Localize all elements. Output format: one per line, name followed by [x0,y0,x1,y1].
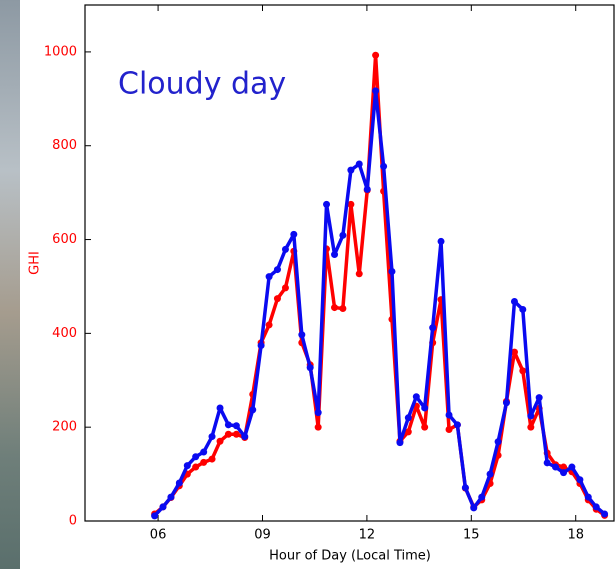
series-point [412,393,420,401]
series-point [502,399,510,407]
series-point [232,422,240,430]
series-point [363,185,371,193]
series-point [200,458,208,466]
annotation: Cloudy day [118,67,286,102]
series-point [175,479,183,487]
series-point [208,433,216,441]
series-point [347,166,355,174]
series-point [380,162,388,170]
series-point [355,160,363,168]
series-point [323,200,331,208]
series-point [183,462,191,470]
series-point [281,245,289,253]
series-point [421,423,429,431]
series-point [355,270,363,278]
series-point [372,87,380,95]
series-point [510,348,518,356]
series-point [273,266,281,274]
series-point [200,448,208,456]
series-point [453,421,461,429]
series-point [560,469,568,477]
series-point [560,463,568,471]
series-point [478,493,486,501]
series-point [445,411,453,419]
series-point [404,414,412,422]
series-point [298,331,306,339]
series-point [331,304,339,312]
y-tick-label: 400 [52,326,77,341]
series-point [445,426,453,434]
series-point [265,273,273,281]
series-point [331,251,339,259]
photo-strip [0,0,20,569]
series-point [372,51,380,59]
series-point [486,470,494,478]
plot-frame [84,4,615,522]
series-point [314,409,322,417]
series-point [273,295,281,303]
series-point [421,404,429,412]
series-point [249,406,257,414]
series-point [159,503,167,511]
series-point [232,430,240,438]
x-tick-label: 09 [254,528,271,543]
series-point [584,493,592,501]
y-axis-label: GHI [28,251,43,275]
series-point [429,324,437,332]
series-point [396,439,404,447]
series-point [216,437,224,445]
series-point [543,459,551,467]
series-point [306,364,314,372]
series-point [216,404,224,412]
x-tick-label: 15 [463,528,480,543]
x-tick-label: 12 [359,528,376,543]
series-point [241,433,249,441]
series-point [461,484,469,492]
series-point [535,394,543,402]
series-point [568,463,576,471]
series-point [224,421,232,429]
y-tick-label: 800 [52,138,77,153]
series-point [470,504,478,512]
series-point [151,512,159,520]
series-point [494,438,502,446]
series-point [519,305,527,313]
series-point [208,455,216,463]
y-tick-label: 0 [69,514,77,529]
series-point [601,510,609,518]
series-point [347,200,355,208]
series-point [552,463,560,471]
series-point [437,237,445,245]
series-point [192,453,200,461]
series-point [519,367,527,375]
series-point [314,423,322,431]
series-point [290,230,298,238]
series-point [257,342,265,350]
series-point [281,284,289,292]
series-point [592,503,600,511]
series-point [404,428,412,436]
series-point [167,493,175,501]
series-point [510,297,518,305]
series-point [527,412,535,420]
y-tick-label: 200 [52,420,77,435]
series-point [224,430,232,438]
series-point [527,423,535,431]
x-axis-label: Hour of Day (Local Time) [269,549,431,564]
series-point [192,463,200,471]
x-tick-label: 18 [567,528,584,543]
series-point [388,267,396,275]
y-tick-label: 1000 [44,44,77,59]
series-point [339,305,347,313]
series-point [339,231,347,239]
series-point [265,321,273,329]
series-point [576,476,584,484]
y-tick-label: 600 [52,232,77,247]
x-tick-label: 06 [150,528,167,543]
